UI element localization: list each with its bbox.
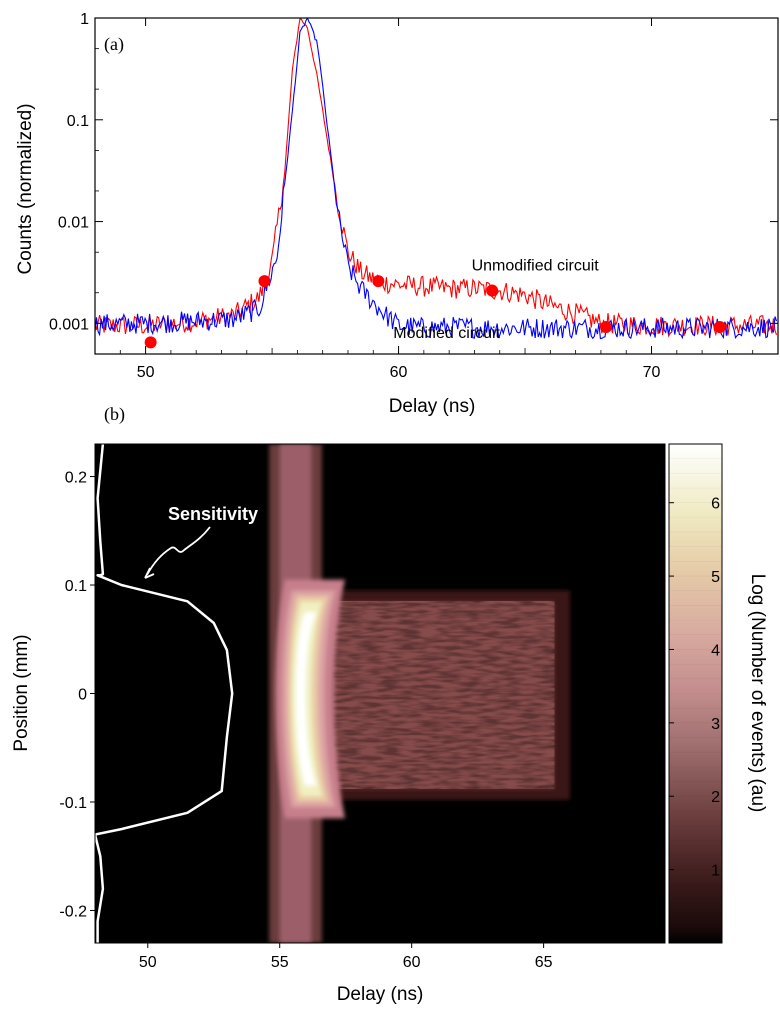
- colorbar-frame: [668, 443, 723, 944]
- panel-a-y-axis-title: Counts (normalized): [15, 103, 36, 274]
- y-tick-label: -0.2: [59, 903, 87, 920]
- panel-a-ticks: 50 60 70 0.001 0.01 0.1 1: [49, 11, 779, 381]
- data-marker: [372, 275, 385, 288]
- colorbar-tick-label: 3: [711, 716, 720, 733]
- colorbar-gradient: [669, 444, 722, 943]
- y-tick-label: 1: [80, 11, 89, 28]
- colorbar-tick-label: 2: [711, 789, 720, 806]
- y-tick-label: 0.001: [49, 316, 89, 333]
- x-tick-label: 50: [137, 364, 155, 381]
- y-tick-label: 0: [78, 687, 87, 704]
- panel-a-frame: [94, 17, 779, 355]
- sensitivity-arrow: [146, 526, 211, 576]
- panel-b-y-axis-title: Position (mm): [11, 634, 32, 751]
- panel-a-x-axis-title: Delay (ns): [389, 396, 476, 417]
- panel-b-ticks: 50 55 60 65 0.2 0.1 0 -0.1 -0.2: [59, 470, 552, 971]
- y-tick-label: 0.2: [65, 470, 87, 487]
- x-tick-label: 70: [643, 364, 661, 381]
- panel-a-line-chart: 50 60 70 0.001 0.01 0.1 1 (a) Unmodified circu…: [15, 11, 779, 417]
- data-marker: [599, 321, 612, 334]
- colorbar-label: Log (Number of events) (au): [747, 574, 768, 813]
- y-tick-label: -0.1: [59, 795, 87, 812]
- data-marker: [258, 275, 271, 288]
- sensitivity-curve: [95, 444, 234, 943]
- x-tick-label: 50: [139, 954, 157, 971]
- colorbar-bands: [669, 458, 722, 929]
- panel-a-label: (a): [104, 34, 124, 55]
- colorbar-tick-label: 4: [711, 642, 720, 659]
- series-line-unmodified-circuit: [95, 18, 778, 338]
- panel-a-series: [95, 18, 778, 340]
- sensitivity-label: Sensitivity: [168, 504, 258, 524]
- series-line-modified-circuit: [95, 18, 778, 340]
- heat-tail-texture: [332, 601, 555, 789]
- panel-b-x-axis-title: Delay (ns): [337, 984, 424, 1005]
- colorbar-tick-label: 1: [711, 863, 720, 880]
- colorbar-tick-label: 6: [711, 496, 720, 513]
- x-tick-label: 65: [535, 954, 553, 971]
- heat-core-level-5: [295, 612, 317, 786]
- data-marker: [713, 321, 726, 334]
- data-marker: [144, 336, 157, 349]
- x-tick-label: 55: [271, 954, 289, 971]
- x-tick-label: 60: [403, 954, 421, 971]
- y-tick-label: 0.1: [65, 578, 87, 595]
- panel-b-label: (b): [104, 404, 125, 425]
- y-tick-label: 0.01: [58, 215, 89, 232]
- sensitivity-arrow-head: [144, 567, 155, 579]
- x-tick-label: 60: [390, 364, 408, 381]
- data-marker: [486, 284, 499, 297]
- colorbar-ticks: 1 2 3 4 5 6: [669, 496, 720, 880]
- colorbar-tick-label: 5: [711, 569, 720, 586]
- panel-a-markers: [144, 275, 726, 349]
- panel-b-heatmap: (b) Sensitivity 50 55 60 650.20.10-0.1-0.2 …: [11, 404, 768, 1005]
- colorbar: 1 2 3 4 5 6 Log (Number of events) (au): [668, 443, 768, 944]
- heatmap-intensity: [269, 444, 570, 943]
- annotation-unmodified-circuit: Unmodified circuit: [472, 258, 600, 275]
- annotation-modified-circuit: Modified circuit: [393, 325, 500, 342]
- y-tick-label: 0.1: [67, 113, 89, 130]
